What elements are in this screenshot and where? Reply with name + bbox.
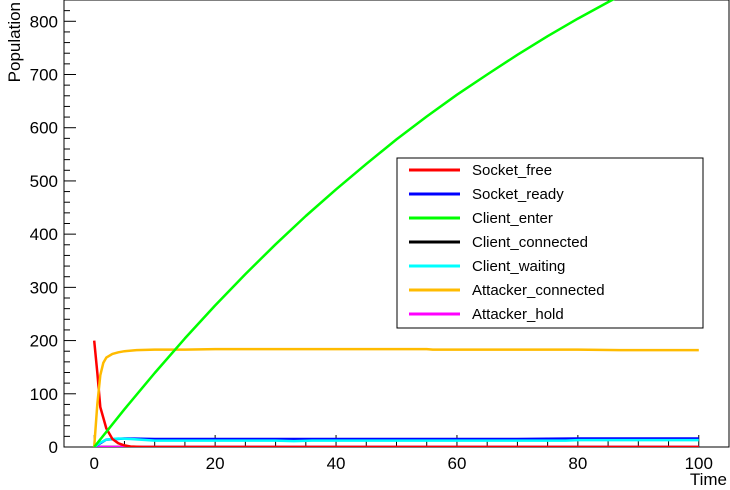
y-tick-label: 300 (30, 278, 58, 297)
legend-label: Attacker_connected (472, 282, 605, 299)
x-tick-label: 100 (685, 454, 713, 473)
legend-label: Socket_free (472, 162, 552, 179)
series-line-attacker-connected (92, 347, 699, 447)
series-line-client-waiting (93, 437, 699, 447)
x-tick-label: 40 (327, 454, 346, 473)
legend-label: Client_enter (472, 210, 553, 227)
series-layer (92, 0, 699, 447)
series-line-socket-free (92, 340, 699, 447)
y-axis: 0 100 200 300 400 500 600 700 800 (30, 0, 76, 457)
y-tick-label: 100 (30, 385, 58, 404)
legend: Socket_free Socket_ready Client_enter Clien… (396, 157, 704, 329)
x-tick-label: 80 (568, 454, 587, 473)
y-tick-label: 400 (30, 225, 58, 244)
y-axis-label: Population (5, 2, 24, 82)
legend-items: Socket_free Socket_ready Client_enter Clien… (409, 162, 605, 323)
legend-label: Client_connected (472, 234, 588, 251)
x-axis-label: Time (690, 470, 727, 489)
legend-label: Client_waiting (472, 258, 565, 275)
series-line-client-enter (93, 0, 615, 447)
legend-label: Attacker_hold (472, 306, 564, 323)
y-tick-label: 0 (49, 438, 58, 457)
y-tick-label: 700 (30, 66, 58, 85)
x-axis: 0 20 40 60 80 100 (63, 435, 730, 473)
legend-label: Socket_ready (472, 186, 564, 203)
y-tick-label: 800 (30, 12, 58, 31)
y-tick-label: 200 (30, 332, 58, 351)
x-tick-label: 60 (447, 454, 466, 473)
x-tick-label: 20 (206, 454, 225, 473)
y-tick-label: 600 (30, 119, 58, 138)
x-tick-label: 0 (89, 454, 98, 473)
y-tick-label: 500 (30, 172, 58, 191)
